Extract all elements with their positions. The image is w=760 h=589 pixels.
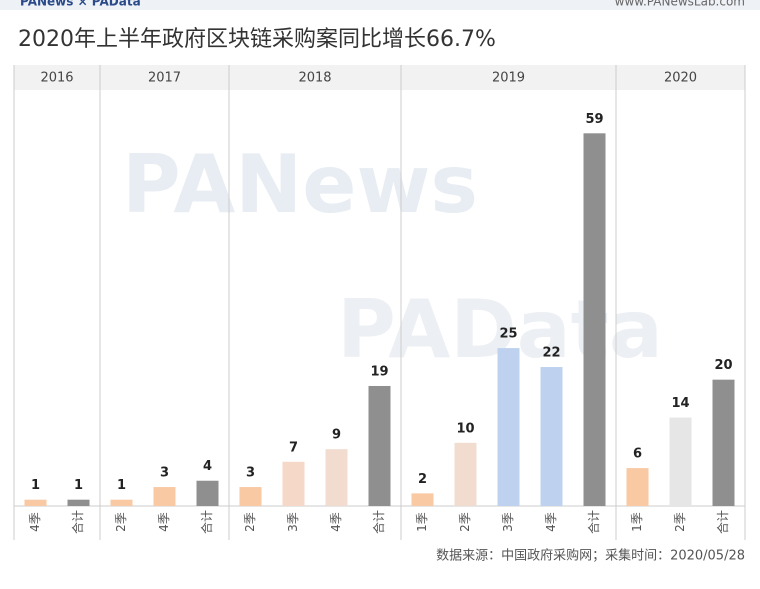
x-tick-label: 2季	[458, 512, 472, 532]
source: 数据来源：中国政府采购网；采集时间：2020/05/28	[436, 548, 745, 564]
value-label: 22	[542, 346, 560, 361]
bar	[583, 133, 606, 507]
bar	[454, 442, 477, 506]
bar	[540, 367, 563, 506]
bar	[325, 449, 348, 506]
watermark: PANews	[122, 138, 478, 231]
year-header	[14, 65, 745, 90]
bar	[669, 417, 692, 506]
x-tick-label: 合计	[371, 510, 386, 534]
value-label: 14	[671, 396, 689, 411]
value-label: 6	[633, 447, 642, 462]
bar	[626, 468, 649, 506]
value-label: 10	[456, 421, 474, 436]
x-tick-label: 4季	[157, 512, 171, 532]
value-label: 7	[289, 440, 298, 455]
x-tick-label: 2季	[243, 512, 257, 532]
value-label: 9	[332, 428, 341, 443]
bar	[282, 461, 305, 506]
bar	[153, 487, 176, 506]
bar	[239, 487, 262, 506]
value-label: 19	[370, 364, 388, 379]
bar	[110, 499, 133, 506]
x-tick-label: 2季	[673, 512, 687, 532]
brand: PANews × PAData	[20, 0, 141, 9]
top-strip	[0, 0, 760, 10]
value-label: 1	[74, 478, 83, 493]
year-label: 2017	[148, 71, 181, 86]
year-label: 2018	[298, 71, 331, 86]
value-label: 3	[246, 466, 255, 481]
bar	[67, 499, 90, 506]
year-label: 2019	[492, 71, 525, 86]
year-label: 2016	[40, 71, 73, 86]
x-tick-label: 合计	[199, 510, 214, 534]
value-label: 59	[585, 112, 603, 127]
x-tick-label: 合计	[70, 510, 85, 534]
x-tick-label: 4季	[544, 512, 558, 532]
value-label: 1	[31, 478, 40, 493]
bar	[196, 480, 219, 506]
x-tick-label: 2季	[114, 512, 128, 532]
value-label: 2	[418, 472, 427, 487]
x-tick-label: 3季	[286, 512, 300, 532]
x-tick-label: 合计	[586, 510, 601, 534]
bar	[368, 385, 391, 506]
year-label: 2020	[664, 71, 697, 86]
x-tick-label: 3季	[501, 512, 515, 532]
value-label: 20	[714, 358, 732, 373]
value-label: 3	[160, 466, 169, 481]
bar	[411, 493, 434, 506]
value-label: 1	[117, 478, 126, 493]
x-tick-label: 4季	[329, 512, 343, 532]
x-tick-label: 1季	[630, 512, 644, 532]
x-tick-label: 1季	[415, 512, 429, 532]
bar	[497, 348, 520, 506]
bar	[712, 379, 735, 506]
site: www.PANewsLab.com	[615, 0, 745, 9]
chart-title: 2020年上半年政府区块链采购案同比增长66.7%	[18, 27, 496, 52]
x-tick-label: 4季	[28, 512, 42, 532]
value-label: 4	[203, 459, 212, 474]
bar	[24, 499, 47, 506]
x-tick-label: 合计	[715, 510, 730, 534]
value-label: 25	[499, 327, 517, 342]
